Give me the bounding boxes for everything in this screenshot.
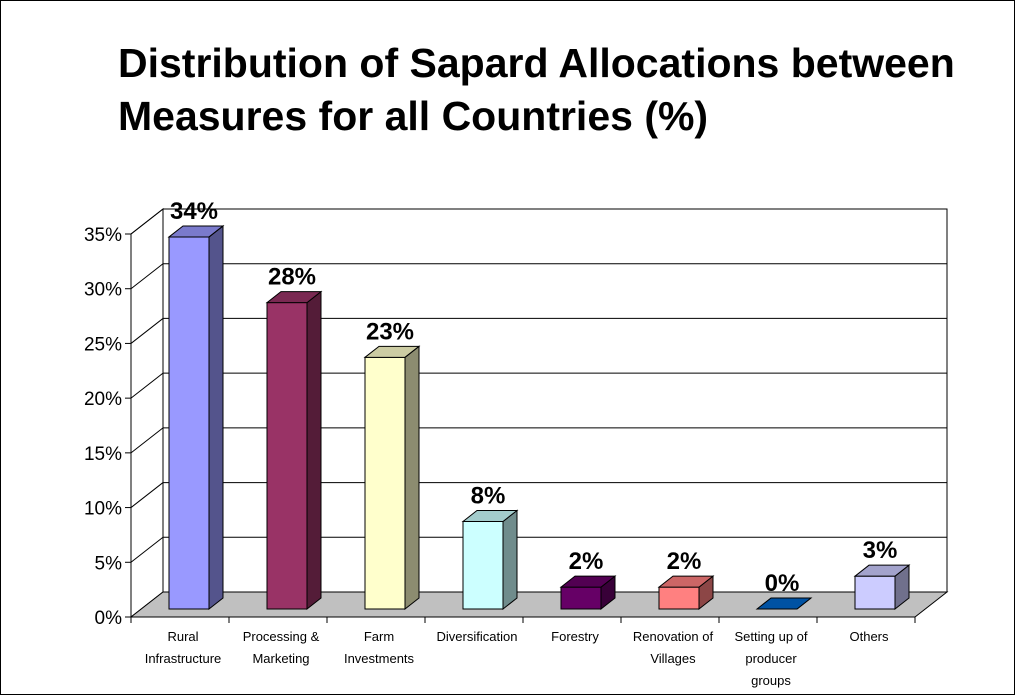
- bar-top: [559, 575, 617, 588]
- bar: [560, 586, 602, 610]
- gridline-side: [130, 318, 164, 344]
- gridline-side: [130, 427, 164, 454]
- x-tick-label: Rural: [167, 629, 198, 644]
- bar-top: [853, 564, 911, 577]
- bar: [462, 520, 504, 610]
- y-tick-label: 20%: [84, 389, 122, 410]
- x-tick-label: Processing &: [243, 629, 320, 644]
- y-tick-label: 15%: [84, 444, 122, 465]
- y-tick-label: 0%: [95, 608, 123, 629]
- x-tick-label: Investments: [344, 651, 415, 666]
- y-tick-label: 25%: [84, 334, 122, 355]
- x-tick-label: Setting up of: [735, 629, 808, 644]
- bar: [658, 586, 700, 610]
- side-wall: [130, 207, 164, 619]
- bar: [168, 236, 210, 610]
- bar-side: [404, 345, 420, 611]
- y-tick-label: 10%: [84, 499, 122, 520]
- bar: [266, 302, 308, 610]
- y-tick-label: 30%: [84, 280, 122, 301]
- x-tick-label: Farm: [364, 629, 394, 644]
- x-tick-label: Renovation of: [633, 629, 714, 644]
- bar-top: [265, 291, 323, 304]
- data-label: 34%: [170, 198, 218, 225]
- bar: [854, 575, 896, 610]
- bar: [364, 356, 406, 610]
- x-tick-label: Forestry: [551, 629, 599, 644]
- data-label: 23%: [366, 318, 414, 345]
- y-tick-label: 35%: [84, 225, 122, 246]
- data-label: 3%: [863, 537, 898, 564]
- x-tick-label: Infrastructure: [145, 651, 222, 666]
- y-tick-label: 5%: [95, 553, 123, 574]
- data-label: 2%: [667, 548, 702, 575]
- bar-top: [657, 575, 715, 588]
- x-tick-label: Others: [849, 629, 889, 644]
- x-tick-label: Marketing: [252, 651, 309, 666]
- bar-top: [167, 225, 225, 238]
- gridline-side: [130, 372, 164, 399]
- data-label: 0%: [765, 570, 800, 597]
- gridline-side: [130, 536, 164, 563]
- bar-top: [461, 509, 519, 522]
- gridline-side: [130, 482, 164, 508]
- gridline-side: [130, 208, 164, 235]
- chart-title: Distribution of Sapard Allocations betwe…: [118, 40, 955, 139]
- bar-side: [208, 224, 224, 611]
- data-label: 2%: [569, 548, 604, 575]
- x-tick-label: Diversification: [437, 629, 518, 644]
- x-tick-label: groups: [751, 673, 791, 688]
- bar-side: [306, 290, 322, 611]
- x-tick-label: producer: [745, 651, 797, 666]
- bar-top: [755, 597, 813, 610]
- bar-side: [502, 509, 518, 611]
- x-tick-label: Villages: [650, 651, 696, 666]
- data-label: 28%: [268, 264, 316, 291]
- floor: [129, 591, 949, 618]
- bar-top: [363, 345, 421, 358]
- gridline-side: [130, 263, 164, 290]
- data-label: 8%: [471, 482, 506, 509]
